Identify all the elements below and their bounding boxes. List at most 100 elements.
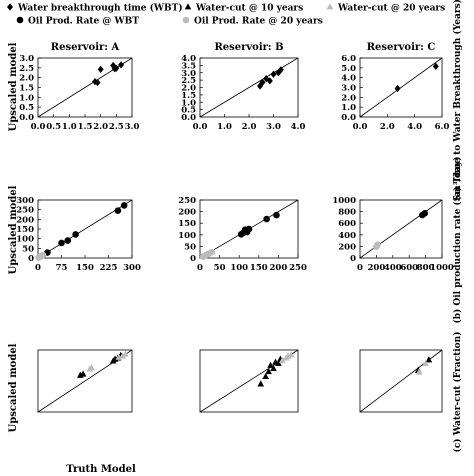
- y-axis-label-row-1: Upscaled model: [8, 42, 19, 131]
- row-label-c: (c) Water-cut (Fraction): [452, 332, 463, 453]
- y-tick-label: 0.0: [181, 113, 196, 123]
- legend-entry: Water-cut @ 20 years: [326, 3, 445, 14]
- x-tick-label: 250: [289, 263, 307, 273]
- y-tick-label: 1000: [332, 196, 356, 206]
- legend-label: Oil Prod. Rate @ WBT: [28, 17, 139, 27]
- x-tick-label: 1000: [430, 263, 454, 273]
- y-tick-label: 0.0: [341, 113, 356, 123]
- data-point: [262, 372, 269, 380]
- data-point: [119, 352, 126, 359]
- legend-entry: Water-cut @ 10 years: [184, 3, 303, 14]
- data-point: [275, 359, 282, 367]
- y-tick-label: 400: [338, 231, 356, 241]
- data-point: [259, 78, 266, 86]
- data-point: [415, 368, 423, 375]
- data-point: [72, 231, 79, 238]
- data-point: [39, 251, 47, 259]
- plot-frame: [199, 199, 299, 259]
- y-tick-label: 1.0: [341, 103, 356, 113]
- y-tick-label: 150: [178, 219, 196, 229]
- y-tick-label: 800: [338, 208, 356, 218]
- y-tick-label: 250: [16, 206, 34, 216]
- x-tick-label: 4.0: [291, 122, 306, 132]
- y-tick-label: 2.5: [181, 76, 196, 86]
- x-tick-label: 150: [76, 263, 94, 273]
- y-tick-label: 4.0: [341, 74, 356, 84]
- plot-frame: [199, 349, 299, 413]
- data-point: [97, 65, 104, 74]
- y-tick-label: 200: [178, 208, 196, 218]
- data-point: [122, 350, 129, 357]
- plot-frame: [359, 349, 443, 413]
- data-point: [422, 359, 429, 367]
- plot-frame: [359, 199, 443, 259]
- x-tick-label: 0: [35, 263, 41, 273]
- y-tick-label: 2.0: [341, 93, 356, 103]
- x-tick-label: 400: [384, 263, 402, 273]
- x-tick-label: 200: [270, 263, 288, 273]
- y-tick-label: 100: [178, 231, 196, 241]
- y-tick-label: 3.5: [181, 61, 196, 71]
- data-point: [275, 69, 282, 77]
- unit-slope-line: [359, 199, 443, 259]
- y-tick-label: 3.0: [181, 69, 196, 79]
- y-tick-label: 50: [22, 244, 34, 254]
- x-tick-label: 0.0: [353, 122, 368, 132]
- y-tick-label: 100: [16, 235, 34, 245]
- row-label-b: (b) Oil production rate (Sm³/day): [452, 156, 463, 323]
- x-tick-label: 300: [123, 263, 141, 273]
- y-tick-label: 300: [16, 196, 34, 206]
- panel-1: Reservoir: A0.0 0.5 1.0 1.5 2.0 2.5 3.00.00.51…: [19, 42, 139, 132]
- panel-title: Reservoir: A: [51, 42, 120, 53]
- legend-label: Water-cut @ 20 years: [337, 4, 445, 14]
- y-tick-label: 600: [338, 219, 356, 229]
- y-tick-label: 150: [16, 225, 34, 235]
- panel-7: [37, 349, 133, 413]
- data-point: [64, 237, 72, 244]
- panel-9: [359, 349, 443, 413]
- x-tick-label: 800: [417, 263, 435, 273]
- y-tick-label: 0: [190, 254, 196, 264]
- legend-label: Water breakthrough time (WBT): [17, 3, 183, 14]
- y-tick-label: 2.0: [181, 84, 196, 94]
- legend-label: Water-cut @ 10 years: [195, 4, 303, 14]
- y-tick-label: 3.0: [341, 84, 356, 94]
- y-tick-label: 0.0: [19, 113, 34, 123]
- y-tick-label: 4.0: [181, 54, 196, 64]
- legend-entry: Oil Prod. Rate @ 20 years: [182, 16, 323, 27]
- data-point: [114, 207, 122, 214]
- x-tick-label: 0.5: [46, 122, 61, 132]
- legend-entry: Oil Prod. Rate @ WBT: [16, 16, 139, 27]
- x-tick-label: 2.0: [93, 122, 108, 132]
- data-point: [421, 210, 429, 217]
- legend-entry: Water breakthrough time (WBT): [7, 3, 183, 14]
- data-point: [425, 356, 433, 363]
- data-point: [263, 215, 270, 223]
- legend-marker: [16, 16, 24, 24]
- y-tick-label: 2.0: [19, 74, 34, 84]
- y-tick-label: 0.5: [181, 106, 196, 116]
- data-point: [88, 364, 95, 371]
- data-point: [118, 61, 125, 69]
- x-tick-label: 600: [400, 263, 418, 273]
- legend-label: Oil Prod. Rate @ 20 years: [194, 17, 323, 27]
- x-tick-label: 1.5: [78, 122, 93, 132]
- data-point: [432, 62, 439, 70]
- data-point: [58, 239, 65, 247]
- y-axis-label-row-3: Upscaled model: [8, 343, 19, 432]
- y-tick-label: 3.0: [19, 54, 34, 64]
- data-point: [265, 367, 272, 375]
- legend-marker: [182, 16, 190, 24]
- x-tick-label: 225: [100, 263, 118, 273]
- legend-marker: [7, 3, 13, 11]
- y-tick-label: 200: [338, 242, 356, 252]
- x-axis-label: Truth Model: [66, 464, 136, 475]
- y-tick-label: 50: [184, 242, 196, 252]
- data-point: [79, 370, 87, 377]
- x-tick-label: 50: [214, 263, 226, 273]
- x-tick-label: 4.0: [407, 122, 422, 132]
- panel-3: Reservoir: C0.0 2.0 4.0 6.00.01.02.03.04.05…: [341, 42, 449, 132]
- data-point: [287, 351, 295, 358]
